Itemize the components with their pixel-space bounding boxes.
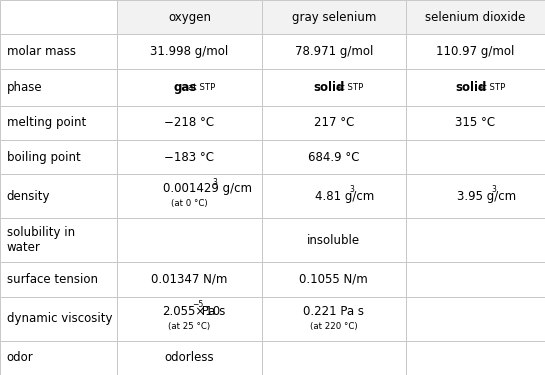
Bar xyxy=(0,297,117,340)
Bar xyxy=(0,218,117,262)
Text: 2.055×10: 2.055×10 xyxy=(162,304,220,318)
Text: Pa s: Pa s xyxy=(198,304,225,318)
Bar xyxy=(117,69,262,106)
Text: (at 220 °C): (at 220 °C) xyxy=(310,322,358,331)
Text: 4.81 g/cm: 4.81 g/cm xyxy=(316,190,374,203)
Text: 31.998 g/mol: 31.998 g/mol xyxy=(150,45,228,58)
Text: (at 0 °C): (at 0 °C) xyxy=(171,199,208,208)
Bar xyxy=(406,140,545,174)
Text: 3.95 g/cm: 3.95 g/cm xyxy=(457,190,516,203)
Bar xyxy=(262,262,406,297)
Text: 110.97 g/mol: 110.97 g/mol xyxy=(437,45,514,58)
Text: −183 °C: −183 °C xyxy=(165,151,214,164)
Text: solubility in
water: solubility in water xyxy=(7,226,75,254)
Text: 3: 3 xyxy=(491,185,496,194)
Bar xyxy=(0,106,117,140)
Bar xyxy=(406,69,545,106)
Text: odorless: odorless xyxy=(165,351,214,364)
Bar xyxy=(262,297,406,340)
Text: −5: −5 xyxy=(192,300,204,309)
Bar xyxy=(117,106,262,140)
Bar xyxy=(262,0,406,34)
Text: 0.1055 N/m: 0.1055 N/m xyxy=(299,273,368,286)
Bar xyxy=(406,34,545,69)
Text: gray selenium: gray selenium xyxy=(292,10,376,24)
Bar xyxy=(117,297,262,340)
Text: 0.001429 g/cm: 0.001429 g/cm xyxy=(164,182,252,195)
Bar xyxy=(406,174,545,218)
Text: −218 °C: −218 °C xyxy=(165,116,214,129)
Text: solid: solid xyxy=(314,81,345,94)
Text: molar mass: molar mass xyxy=(7,45,76,58)
Bar xyxy=(117,340,262,375)
Text: solid: solid xyxy=(456,81,487,94)
Text: oxygen: oxygen xyxy=(168,10,211,24)
Bar xyxy=(117,140,262,174)
Bar xyxy=(262,140,406,174)
Text: (at 25 °C): (at 25 °C) xyxy=(168,322,210,331)
Bar xyxy=(262,174,406,218)
Bar xyxy=(406,0,545,34)
Text: boiling point: boiling point xyxy=(7,151,80,164)
Bar xyxy=(0,262,117,297)
Bar xyxy=(406,218,545,262)
Bar xyxy=(262,69,406,106)
Bar xyxy=(0,174,117,218)
Bar xyxy=(406,340,545,375)
Text: 0.221 Pa s: 0.221 Pa s xyxy=(304,304,364,318)
Bar xyxy=(262,34,406,69)
Text: surface tension: surface tension xyxy=(7,273,98,286)
Bar xyxy=(117,0,262,34)
Text: 3: 3 xyxy=(213,177,217,186)
Text: at STP: at STP xyxy=(478,82,505,92)
Bar xyxy=(0,0,117,34)
Text: 3: 3 xyxy=(349,185,354,194)
Bar xyxy=(262,218,406,262)
Bar xyxy=(406,262,545,297)
Bar xyxy=(117,34,262,69)
Bar xyxy=(0,69,117,106)
Text: 0.01347 N/m: 0.01347 N/m xyxy=(151,273,228,286)
Text: 684.9 °C: 684.9 °C xyxy=(308,151,360,164)
Bar xyxy=(0,340,117,375)
Text: 78.971 g/mol: 78.971 g/mol xyxy=(295,45,373,58)
Bar xyxy=(262,106,406,140)
Text: odor: odor xyxy=(7,351,33,364)
Bar xyxy=(117,262,262,297)
Text: gas: gas xyxy=(173,81,197,94)
Text: 315 °C: 315 °C xyxy=(456,116,495,129)
Text: selenium dioxide: selenium dioxide xyxy=(425,10,526,24)
Bar xyxy=(117,174,262,218)
Text: at STP: at STP xyxy=(188,82,215,92)
Bar xyxy=(0,140,117,174)
Bar xyxy=(262,340,406,375)
Bar xyxy=(406,297,545,340)
Bar xyxy=(117,218,262,262)
Text: 217 °C: 217 °C xyxy=(313,116,354,129)
Text: dynamic viscosity: dynamic viscosity xyxy=(7,312,112,325)
Bar xyxy=(406,106,545,140)
Text: density: density xyxy=(7,190,50,203)
Text: melting point: melting point xyxy=(7,116,86,129)
Bar xyxy=(0,34,117,69)
Text: at STP: at STP xyxy=(336,82,364,92)
Text: insoluble: insoluble xyxy=(307,234,360,247)
Text: phase: phase xyxy=(7,81,42,94)
